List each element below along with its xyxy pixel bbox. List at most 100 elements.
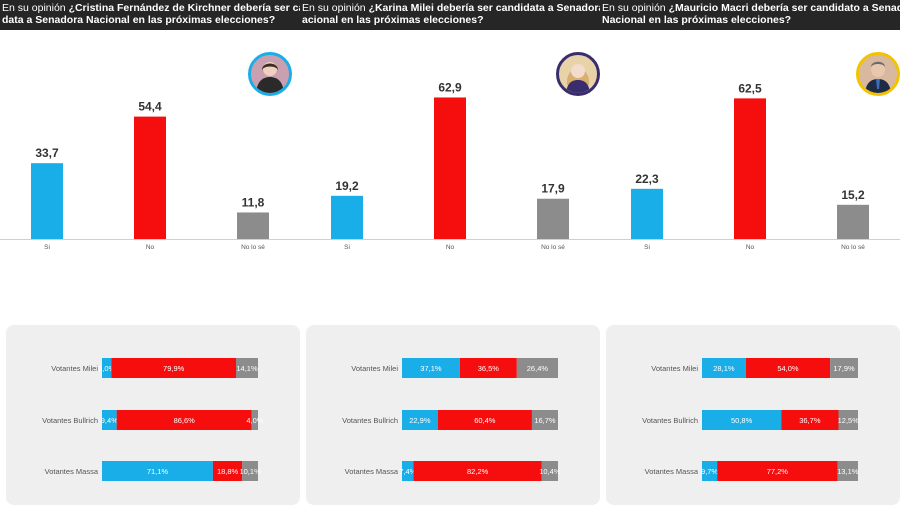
segment-label: 10,4% [539, 467, 561, 476]
segment-bar [516, 358, 558, 378]
segment-label: 86,6% [174, 416, 196, 425]
segment-label: 16,7% [534, 416, 556, 425]
question-line-2: acional en las próximas elecciones? [302, 14, 484, 26]
segment-label: 9,4% [101, 416, 118, 425]
row-label: Votantes Bullrich [42, 416, 98, 425]
row-label: Votantes Massa [45, 467, 99, 476]
poll-panel-cfk: En su opinión ¿Cristina Fernández de Kir… [0, 0, 300, 506]
bar-value-label: 62,5 [738, 81, 762, 95]
segment-bar [402, 410, 438, 430]
bar-value-label: 17,9 [541, 182, 565, 196]
segment-label: 50,8% [731, 416, 753, 425]
question-header: En su opinión ¿Karina Milei debería ser … [300, 0, 600, 30]
segment-label: 10,1% [239, 467, 261, 476]
segment-label: 36,7% [799, 416, 821, 425]
segment-bar [413, 461, 542, 481]
category-label: No [446, 244, 455, 251]
bar-no-lo-se [237, 212, 269, 239]
segment-label: 7,4% [399, 467, 416, 476]
category-label: Si [44, 244, 50, 251]
bar-si [31, 163, 63, 239]
segment-label: 14,1% [236, 364, 258, 373]
segment-bar [830, 358, 858, 378]
person-icon [865, 61, 891, 93]
category-label: Si [344, 244, 350, 251]
bar-value-label: 15,2 [841, 188, 865, 202]
question-prefix: En su opinión [2, 2, 69, 14]
segment-label: 37,1% [420, 364, 442, 373]
category-label: Si [644, 244, 650, 251]
bar-value-label: 22,3 [635, 172, 659, 186]
question-prefix: En su opinión [602, 2, 669, 14]
segment-bar [102, 410, 117, 430]
question-line-2: data a Senadora Nacional en las próximas… [2, 14, 276, 26]
segment-bar [781, 410, 839, 430]
question-header: En su opinión ¿Mauricio Macri debería se… [600, 0, 900, 30]
segment-bar [717, 461, 838, 481]
segment-label: 17,9% [833, 364, 855, 373]
segment-bar [402, 461, 414, 481]
segment-bar [102, 461, 213, 481]
segment-label: 22,9% [409, 416, 431, 425]
segment-label: 60,4% [474, 416, 496, 425]
stacked-bar-chart: Votantes Milei 6,0% 79,9% 14,1% Votantes Bul… [42, 358, 264, 481]
segment-bar [251, 410, 258, 430]
question-line-2: Nacional en las próximas elecciones? [602, 14, 792, 26]
category-label: No lo sé [541, 244, 565, 251]
bar-no [734, 98, 766, 239]
segment-label: 12,5% [838, 416, 860, 425]
segment-bar [116, 410, 252, 430]
segment-bar [838, 410, 858, 430]
category-label: No lo sé [841, 244, 865, 251]
segment-bar [212, 461, 243, 481]
segment-bar [702, 461, 718, 481]
segment-bar [111, 358, 237, 378]
question-line-1: ¿Mauricio Macri debería ser candidato a … [668, 2, 900, 14]
row-label: Votantes Massa [645, 467, 699, 476]
stacked-bar-chart: Votantes Milei 28,1% 54,0% 17,9% Votantes Bu… [642, 358, 860, 481]
candidate-avatar [556, 52, 600, 96]
stacked-bar-chart: Votantes Milei 37,1% 36,5% 26,4% Votantes Bu… [342, 358, 561, 481]
row-label: Votantes Massa [345, 467, 399, 476]
segment-bar [236, 358, 258, 378]
segment-bar [702, 358, 746, 378]
bar-value-label: 19,2 [335, 179, 359, 193]
bar-no-lo-se [837, 204, 869, 239]
segment-label: 6,0% [98, 364, 115, 373]
segment-box: Votantes Milei 37,1% 36,5% 26,4% Votantes Bu… [306, 325, 600, 505]
segment-label: 9,7% [701, 467, 718, 476]
bar-si [331, 195, 363, 239]
row-label: Votantes Milei [651, 364, 698, 373]
question-prefix: En su opinión [302, 2, 369, 14]
question-line-1: ¿Karina Milei debería ser candidata a Se… [368, 2, 600, 14]
question-header: En su opinión ¿Cristina Fernández de Kir… [0, 0, 300, 30]
segment-label: 54,0% [777, 364, 799, 373]
segment-box: Votantes Milei 6,0% 79,9% 14,1% Votantes Bul… [6, 325, 300, 505]
bar-value-label: 33,7 [35, 146, 59, 160]
segment-label: 77,2% [767, 467, 789, 476]
row-label: Votantes Milei [351, 364, 398, 373]
poll-panel-macri: En su opinión ¿Mauricio Macri debería se… [600, 0, 900, 506]
segment-label: 28,1% [713, 364, 735, 373]
bar-value-label: 54,4 [138, 100, 162, 114]
segment-label: 71,1% [147, 467, 169, 476]
segment-bar [745, 358, 831, 378]
candidate-avatar [856, 52, 900, 96]
segment-bar [837, 461, 858, 481]
segment-label: 4,0% [246, 416, 263, 425]
row-label: Votantes Bullrich [342, 416, 398, 425]
bar-no [134, 116, 166, 239]
bar-value-label: 62,9 [438, 80, 462, 94]
segment-bar [437, 410, 532, 430]
bar-no [434, 97, 466, 239]
bar-chart: 33,7 Si 54,4 No 11,8 No lo sé [0, 100, 300, 251]
segment-bar [102, 358, 112, 378]
candidate-avatar [248, 52, 292, 96]
bar-si [631, 188, 663, 239]
row-label: Votantes Bullrich [642, 416, 698, 425]
bar-no-lo-se [537, 198, 569, 239]
segment-label: 26,4% [527, 364, 549, 373]
poll-panel-karina-milei: En su opinión ¿Karina Milei debería ser … [300, 0, 600, 506]
category-label: No lo sé [241, 244, 265, 251]
segment-bar [531, 410, 558, 430]
